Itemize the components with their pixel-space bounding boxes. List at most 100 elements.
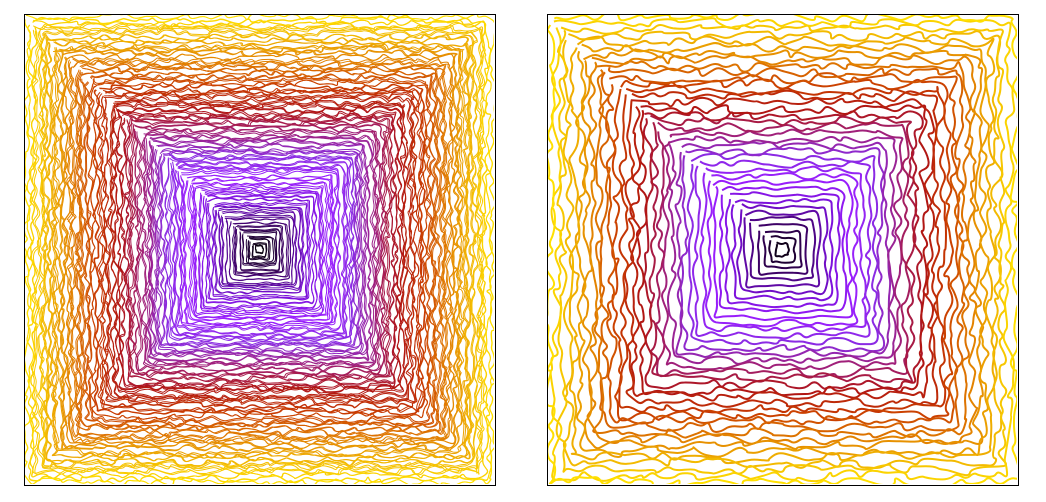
contour-line [712,178,854,321]
contour-line [170,160,349,339]
contour-line [574,42,990,458]
contour-line [247,236,277,265]
contour-line [164,154,355,347]
contour-line [661,128,904,371]
contour-line [648,114,918,383]
contour-line [742,209,822,289]
contour-line [143,133,376,366]
contour-line [105,96,414,403]
contour-line [84,74,438,428]
contour-line [45,36,472,463]
contour-line [605,72,960,426]
contour-line [618,84,947,414]
contour-line [598,66,966,433]
contour-line [60,49,461,449]
contour-line [718,185,848,315]
contour-line [568,35,997,465]
contour-line [239,229,281,272]
contour-line [254,244,264,254]
contour-line [549,17,1016,483]
contour-line [163,153,355,346]
contour-line [67,58,454,444]
contour-line [129,120,390,379]
contour-line [642,110,924,391]
contour-line [179,168,338,327]
contour-line [666,135,898,365]
contour-line [174,164,347,337]
contour-line [674,140,892,358]
contour-line [98,88,425,414]
contour-line [153,143,366,356]
contour-line [150,140,369,359]
contour-line [116,105,404,393]
contour-line [629,96,936,402]
contour-line [39,28,479,468]
contour-line [730,198,834,302]
contour-line [221,211,298,288]
contour-line [89,79,430,420]
contour-line [774,241,790,258]
contour-line [39,29,480,470]
contour-line [757,223,809,276]
contour-line [705,172,859,328]
contour-line [53,43,467,456]
contour-line [41,33,475,467]
contour-line [78,69,439,430]
contour-line [211,202,309,300]
contour-line [213,205,304,295]
coarse-contour-plot [548,15,1017,484]
contour-line [736,203,829,296]
contour-line [749,215,817,282]
contour-line [152,142,364,355]
contour-line [51,44,465,458]
contour-line [768,235,797,264]
contour-line [159,148,359,348]
contour-line [611,78,954,422]
contour-line [107,94,415,402]
dense-contour-panel [24,14,496,486]
contour-line [134,125,381,372]
contour-line [548,15,1017,484]
contour-line [233,221,290,278]
dense-contour-plot [25,15,494,484]
contour-line [146,135,374,362]
contour-line [103,91,417,405]
contour-line [189,176,334,322]
contour-line [586,54,979,446]
contour-line [762,229,803,270]
contour-line [190,181,328,319]
contour-line [112,102,407,397]
contour-line [25,15,494,484]
contour-line [686,152,879,346]
contour-line [36,26,483,473]
contour-line [248,238,271,261]
contour-line [245,235,275,264]
contour-line [623,89,942,408]
contour-line [57,45,464,453]
contour-line [562,30,1004,469]
contour-line [205,195,315,306]
contour-line [115,106,404,394]
contour-line [110,101,409,402]
contour-line [635,104,930,397]
contour-line [220,210,297,287]
contour-line [66,56,453,442]
contour-line [228,217,292,281]
contour-line [145,133,378,367]
contour-line [692,159,873,340]
contour-line [92,82,426,416]
contour-line [125,115,391,382]
contour-line [68,60,448,441]
coarse-contour-panel [547,14,1019,486]
contour-line [83,73,437,427]
contour-line [168,155,354,341]
contour-line [112,100,406,395]
contour-line [200,192,318,310]
contour-line [217,206,302,290]
contour-line [171,161,349,340]
contour-line [29,19,489,480]
contour-line [724,191,841,309]
contour-line [251,243,267,259]
contour-line [224,216,295,286]
